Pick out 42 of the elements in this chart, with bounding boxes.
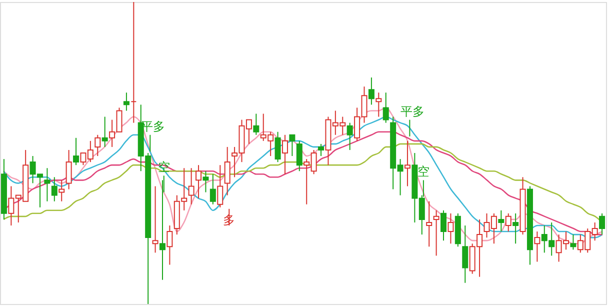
candlestick <box>433 210 440 256</box>
candlestick <box>152 186 158 254</box>
candlestick <box>404 140 410 187</box>
candlestick <box>58 180 65 202</box>
candlestick <box>202 170 209 193</box>
candlestick <box>282 134 288 175</box>
candlestick <box>274 131 281 163</box>
candlestick <box>376 92 382 118</box>
candlestick <box>426 200 432 248</box>
candlestick <box>382 92 389 124</box>
candlestick <box>102 116 108 148</box>
candlestick <box>66 149 72 190</box>
candlestick <box>448 212 454 244</box>
candlestick <box>217 164 224 208</box>
candlestick <box>123 92 130 112</box>
candlestick <box>210 174 216 205</box>
candlestick <box>440 210 447 242</box>
candlestick <box>224 146 230 196</box>
candlestick <box>253 113 260 136</box>
candlestick <box>51 176 58 202</box>
candlestick <box>44 168 50 202</box>
candlestick <box>505 212 512 232</box>
candlestick <box>289 134 296 157</box>
candlestick <box>196 164 202 199</box>
candlestick <box>498 210 504 232</box>
candlestick <box>534 231 540 262</box>
candlestick <box>346 122 353 150</box>
candlestick <box>368 77 374 106</box>
candlestick <box>130 2 137 124</box>
candlestick <box>166 224 173 266</box>
annotation: 平多 <box>400 104 425 118</box>
candlestick <box>73 137 80 166</box>
annotation: 空 <box>417 164 430 179</box>
candlestick <box>94 134 101 157</box>
candlestick <box>318 143 324 157</box>
candlestick <box>188 168 194 205</box>
candlestick <box>599 212 606 236</box>
candlestick <box>512 212 519 244</box>
candlestick <box>296 140 302 172</box>
candlestick <box>159 180 166 280</box>
candlestick <box>570 234 576 250</box>
candlestick <box>462 224 468 284</box>
